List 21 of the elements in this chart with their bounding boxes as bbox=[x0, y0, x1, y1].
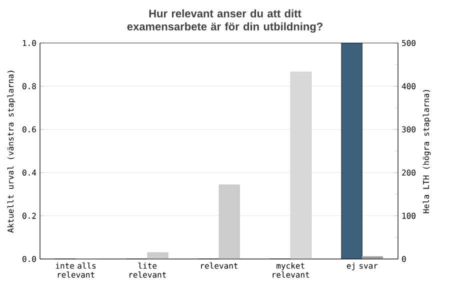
chart-title: Hur relevant anser du att ditt examensarbete är för din utbildning? bbox=[127, 9, 322, 33]
y2-axis-title: Hela LTH (högra staplarna) bbox=[422, 90, 431, 214]
y-tick-label: 0.2 bbox=[22, 212, 36, 219]
y2-tick-label: 200 bbox=[402, 170, 416, 176]
x-tick-label: inte alls relevant bbox=[56, 262, 96, 278]
y2-tick-label: 500 bbox=[402, 40, 416, 46]
y-tick-label: 0.6 bbox=[22, 126, 36, 132]
x-tick-label: lite relevant bbox=[130, 262, 166, 278]
y-tick-label: 0.8 bbox=[22, 83, 36, 90]
y-tick-label: 0.0 bbox=[22, 256, 36, 262]
y-tick-label: 0.4 bbox=[22, 170, 36, 176]
x-tick-label: ej svar bbox=[346, 262, 378, 270]
x-tick-label: mycket relevant bbox=[272, 262, 310, 278]
y2-tick-label: 300 bbox=[402, 126, 416, 132]
y2-tick-label: 100 bbox=[402, 212, 416, 219]
y-tick-label: 1.0 bbox=[22, 40, 36, 46]
y2-tick-label: 400 bbox=[402, 83, 416, 90]
y-axis-title: Aktuellt urval (vänstra staplarna) bbox=[7, 70, 16, 233]
bar bbox=[147, 252, 168, 259]
y2-tick-label: 0 bbox=[402, 256, 406, 262]
x-tick-label: relevant bbox=[201, 262, 238, 269]
